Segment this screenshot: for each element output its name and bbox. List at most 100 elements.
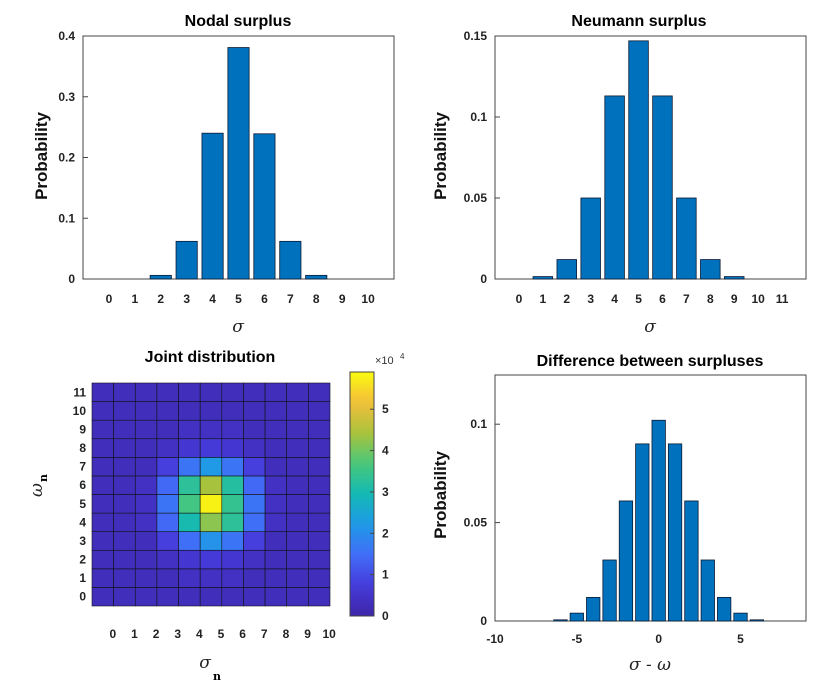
joint-cell (178, 457, 201, 477)
joint-cell (286, 475, 309, 495)
joint-cell (91, 457, 114, 477)
joint-cell (264, 531, 288, 551)
nodal-xtick-label: 9 (339, 292, 346, 306)
joint-ytick-label: 0 (79, 590, 86, 604)
joint-cell (264, 382, 288, 402)
joint-cell (91, 494, 114, 514)
neumann-xtick-label: 8 (707, 292, 714, 306)
joint-cell (286, 419, 309, 440)
difference-ytick-label: 0.05 (464, 516, 488, 530)
neumann-bar (604, 95, 625, 280)
joint-cell (221, 438, 244, 458)
joint-cell (221, 587, 244, 607)
joint-cell (221, 475, 244, 495)
joint-cell (156, 549, 179, 570)
joint-ytick-label: 6 (79, 478, 86, 492)
neumann-bar (580, 197, 601, 280)
joint-cell (221, 457, 244, 477)
joint-cell (178, 568, 201, 588)
nodal-title: Nodal surplus (185, 13, 292, 30)
colorbar-tick-label: 0 (382, 609, 389, 623)
joint-ytick-label: 7 (79, 460, 86, 474)
joint-cell (308, 587, 331, 607)
joint-cell (286, 382, 309, 402)
nodal-xtick-label: 7 (287, 292, 294, 306)
joint-cell (264, 549, 288, 570)
nodal-ytick-label: 0.3 (58, 90, 75, 104)
joint-cell (264, 457, 288, 477)
joint-cell (243, 531, 266, 551)
joint-cell (221, 382, 244, 402)
joint-cell (156, 419, 179, 440)
joint-cell (243, 457, 266, 477)
joint-cell (308, 549, 331, 570)
joint-xtick-label: 2 (153, 627, 160, 641)
joint-ytick-label: 4 (79, 515, 86, 529)
difference-bar (684, 500, 699, 622)
joint-cell (264, 512, 288, 532)
joint-cell (308, 494, 331, 514)
difference-bar (667, 443, 683, 622)
joint-cell (243, 419, 266, 440)
joint-cell (134, 568, 158, 588)
joint-cell (134, 549, 158, 570)
joint-ylabel: ω n (27, 474, 50, 497)
joint-cell (134, 419, 158, 440)
joint-cell (199, 549, 223, 570)
difference-bar (635, 443, 650, 622)
nodal-bar (201, 132, 224, 280)
difference-bar (569, 612, 584, 622)
joint-cell (134, 438, 158, 458)
joint-xtick-label: 0 (109, 627, 116, 641)
neumann-ytick-label: 0 (480, 272, 487, 286)
joint-cell (286, 401, 309, 421)
joint-ytick-label: 5 (79, 497, 86, 511)
neumann-xtick-label: 0 (516, 292, 523, 306)
joint-cell (91, 438, 114, 458)
difference-xtick-label: -10 (486, 632, 504, 646)
joint-cell (156, 587, 179, 607)
joint-xtick-label: 5 (218, 627, 225, 641)
difference-ytick-label: 0.1 (470, 417, 487, 431)
joint-cell (91, 382, 114, 402)
joint-cell (264, 475, 288, 495)
joint-cell (91, 568, 114, 588)
joint-cell (221, 512, 244, 532)
joint-cell (308, 475, 331, 495)
joint-cell (156, 568, 179, 588)
joint-ytick-label: 10 (73, 404, 87, 418)
neumann-title: Neumann surplus (571, 13, 706, 30)
difference-bar (602, 559, 617, 622)
colorbar-tick-label: 2 (382, 526, 389, 540)
joint-xtick-label: 9 (304, 627, 311, 641)
joint-cell (308, 512, 331, 532)
joint-cell (113, 475, 136, 495)
joint-cell (308, 531, 331, 551)
joint-cell (178, 382, 201, 402)
joint-cell (113, 457, 136, 477)
joint-cell (178, 475, 201, 495)
joint-ytick-label: 1 (79, 571, 86, 585)
joint-ylabel-symbol: ω (27, 483, 47, 497)
joint-cell (199, 382, 223, 402)
neumann-bar (676, 197, 697, 280)
neumann-bar (700, 259, 721, 280)
nodal-bar (253, 133, 276, 280)
joint-cell (113, 587, 136, 607)
joint-cell (178, 494, 201, 514)
neumann-xlabel: σ (644, 317, 656, 337)
joint-cell (156, 531, 179, 551)
joint-cell (264, 401, 288, 421)
joint-cell (134, 475, 158, 495)
joint-cell (308, 457, 331, 477)
colorbar-tick-label: 4 (382, 444, 389, 458)
colorbar-tick-label: 3 (382, 485, 389, 499)
joint-cell (286, 568, 309, 588)
joint-cell (308, 438, 331, 458)
difference-ytick-label: 0 (480, 614, 487, 628)
colorbar-tick-label: 5 (382, 402, 389, 416)
difference-plot: 0 0.05 0.1 -10 -5 0 5 (464, 374, 807, 646)
joint-cell (199, 475, 223, 495)
joint-cell (91, 549, 114, 570)
